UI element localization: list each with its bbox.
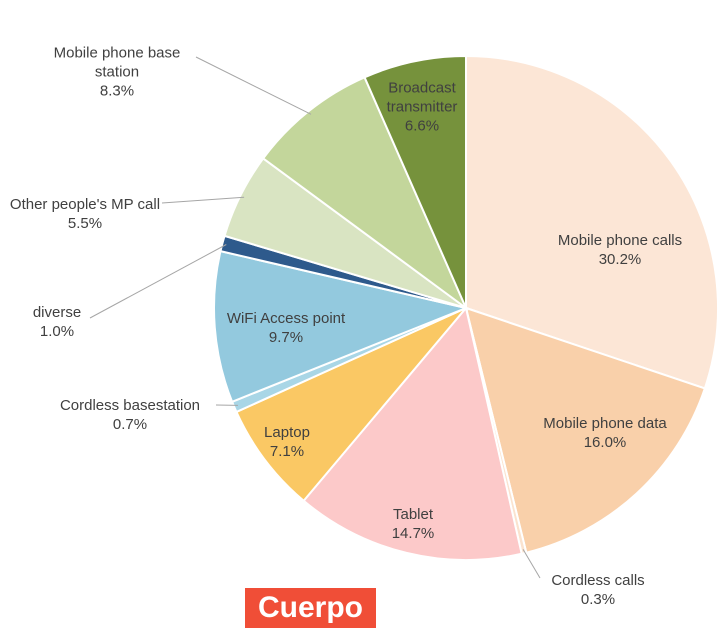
pie-slice <box>464 306 707 554</box>
leader-line <box>195 56 312 115</box>
pie-slice <box>261 75 469 312</box>
leader-line <box>161 196 245 204</box>
pie-slice <box>363 54 467 309</box>
slice-value: 7.1% <box>269 443 305 460</box>
slice-label: Mobile phone base station 8.3% <box>32 44 202 101</box>
slice-name: Cordless basestation <box>59 397 201 414</box>
slice-name: Cordless calls <box>551 572 645 589</box>
slice-value: 14.7% <box>391 525 435 542</box>
slice-label: Other people's MP call 5.5% <box>5 195 165 233</box>
slice-name: diverse <box>32 304 82 321</box>
slice-value: 16.0% <box>583 434 627 451</box>
slice-value: 0.3% <box>580 591 616 608</box>
slice-value: 0.7% <box>112 416 148 433</box>
slice-name: Tablet <box>392 506 434 523</box>
pie-slice <box>302 305 523 561</box>
slice-label: Tablet 14.7% <box>353 505 473 543</box>
slice-label: Cordless calls 0.3% <box>528 571 668 609</box>
slice-label: Cordless basestation 0.7% <box>30 396 230 434</box>
slice-label: WiFi Access point 9.7% <box>206 309 366 347</box>
slice-label: Mobile phone data 16.0% <box>505 414 705 452</box>
leader-line <box>89 244 227 319</box>
slice-name: Mobile phone data <box>543 415 667 432</box>
slice-name: Mobile phone calls <box>557 232 683 249</box>
slice-value: 6.6% <box>404 117 440 135</box>
slice-value: 9.7% <box>268 329 304 346</box>
slice-value: 5.5% <box>67 215 103 232</box>
pie-slice <box>235 307 467 503</box>
pie-slice <box>465 54 719 390</box>
slice-name: Broadcast transmitter <box>386 79 458 116</box>
slice-name: Other people's MP call <box>9 196 161 213</box>
slice-label: diverse 1.0% <box>17 303 97 341</box>
slice-value: 8.3% <box>99 82 135 100</box>
overlay-label: Cuerpo <box>245 588 376 628</box>
slice-value: 1.0% <box>39 323 75 340</box>
slice-label: Broadcast transmitter 6.6% <box>372 79 472 136</box>
pie-slice <box>213 249 470 404</box>
slice-name: WiFi Access point <box>226 310 346 327</box>
leader-line <box>522 549 541 579</box>
slice-name: Laptop <box>264 424 310 441</box>
slice-label: Laptop 7.1% <box>237 423 337 461</box>
slice-label: Mobile phone calls 30.2% <box>520 231 720 269</box>
slice-name: Mobile phone base station <box>53 44 181 81</box>
slice-value: 30.2% <box>598 251 642 268</box>
